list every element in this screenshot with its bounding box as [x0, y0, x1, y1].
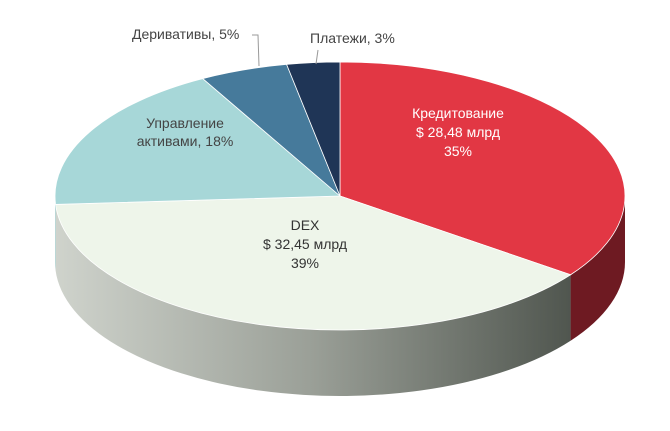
- slice-label-asset-management-line2: активами, 18%: [137, 133, 234, 149]
- slice-label-dex: DEX: [291, 217, 320, 233]
- slice-label-asset-management-line1: Управление: [146, 115, 224, 131]
- slice-side-asset-management: [55, 196, 56, 271]
- slice-asset-management: [54, 78, 342, 205]
- slice-label-lending: Кредитование: [412, 105, 504, 121]
- slice-percent-lending: 35%: [444, 143, 472, 159]
- slice-dex: [55, 195, 572, 331]
- slice-label-derivatives: Деривативы, 5%: [132, 26, 239, 42]
- slice-amount-lending: $ 28,48 млрд: [416, 124, 500, 140]
- slice-percent-dex: 39%: [291, 255, 319, 271]
- slice-side-dex: [55, 204, 571, 396]
- slice-side-lending: [570, 196, 625, 341]
- slice-lending: [339, 61, 626, 276]
- leader-line-payments: [315, 49, 319, 65]
- slice-amount-dex: $ 32,45 млрд: [263, 236, 347, 252]
- leader-line-derivatives: [252, 34, 260, 67]
- slice-payments: [286, 61, 341, 197]
- slice-label-payments: Платежи, 3%: [310, 30, 395, 46]
